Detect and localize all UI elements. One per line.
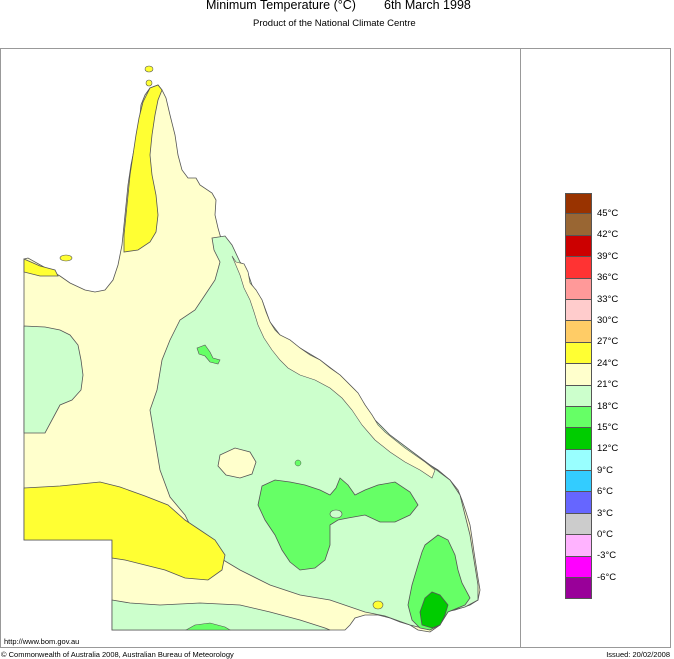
legend-label: -3°C: [597, 550, 617, 561]
legend-swatch: [565, 278, 592, 300]
legend-label: 24°C: [597, 358, 619, 369]
legend-swatch: [565, 471, 592, 493]
legend-swatch: [565, 193, 592, 215]
title-bar: Minimum Temperature (°C) 6th March 1998: [0, 0, 674, 16]
legend-label: 42°C: [597, 229, 619, 240]
zone-18-21-west: [23, 325, 84, 434]
legend-label: 15°C: [597, 422, 619, 433]
legend-swatch: [565, 342, 592, 365]
legend-label: 36°C: [597, 272, 619, 283]
legend-swatch: [565, 556, 592, 579]
legend-label: 33°C: [597, 294, 619, 305]
zone-15-18-west-blob: [257, 477, 419, 571]
legend-swatch: [565, 513, 592, 536]
zone-15-18-south-blob: [184, 622, 232, 631]
zone-12-15-southeast: [419, 591, 449, 629]
legend-swatch: [565, 535, 592, 557]
copyright-notice: © Commonwealth of Australia 2008, Austra…: [1, 650, 234, 659]
legend-swatch: [565, 257, 592, 279]
zone-21-24-hole: [217, 447, 257, 479]
zone-24-27-southwest: [23, 481, 226, 581]
legend-swatch: [565, 449, 592, 472]
source-url[interactable]: http://www.bom.gov.au: [4, 637, 80, 646]
map-frame: [0, 48, 671, 648]
legend-swatch: [565, 321, 592, 343]
legend-swatch: [565, 214, 592, 236]
legend-swatch: [565, 235, 592, 258]
legend-label: -6°C: [597, 572, 617, 583]
legend-label: 39°C: [597, 251, 619, 262]
zone-21-24-coast: [231, 255, 436, 479]
zone-18-21-hole: [329, 509, 343, 519]
legend-label: 30°C: [597, 315, 619, 326]
legend-label: 27°C: [597, 336, 619, 347]
legend-label: 6°C: [597, 486, 613, 497]
zone-24-27-dot: [372, 600, 384, 610]
legend-swatch: [565, 406, 592, 429]
zone-24-27-cape-york: [123, 84, 163, 253]
legend-label: 45°C: [597, 208, 619, 219]
map-date: 6th March 1998: [384, 0, 471, 12]
map-title: Minimum Temperature (°C): [206, 0, 356, 12]
island-3: [59, 254, 73, 262]
legend-colorbar: [565, 193, 593, 600]
legend-swatch: [565, 428, 592, 450]
legend-swatch: [565, 299, 592, 322]
legend-label: 18°C: [597, 401, 619, 412]
zone-18-21-south: [111, 599, 331, 631]
temperature-map: [23, 65, 481, 633]
legend-label: 21°C: [597, 379, 619, 390]
legend-label: 9°C: [597, 465, 613, 476]
map-subtitle: Product of the National Climate Centre: [253, 18, 416, 29]
legend-swatch: [565, 385, 592, 407]
island-1: [144, 65, 154, 73]
issued-date: Issued: 20/02/2008: [606, 650, 670, 659]
legend-label: 12°C: [597, 443, 619, 454]
legend-swatch: [565, 492, 592, 514]
island-2: [145, 79, 153, 87]
zone-15-18-small: [196, 344, 221, 365]
legend-swatch: [565, 364, 592, 386]
legend-swatch: [565, 578, 592, 600]
legend-divider: [520, 48, 521, 648]
legend-label: 3°C: [597, 508, 613, 519]
zone-15-18-dot: [294, 459, 302, 467]
legend-label: 0°C: [597, 529, 613, 540]
zone-24-27-gulf: [23, 258, 59, 277]
